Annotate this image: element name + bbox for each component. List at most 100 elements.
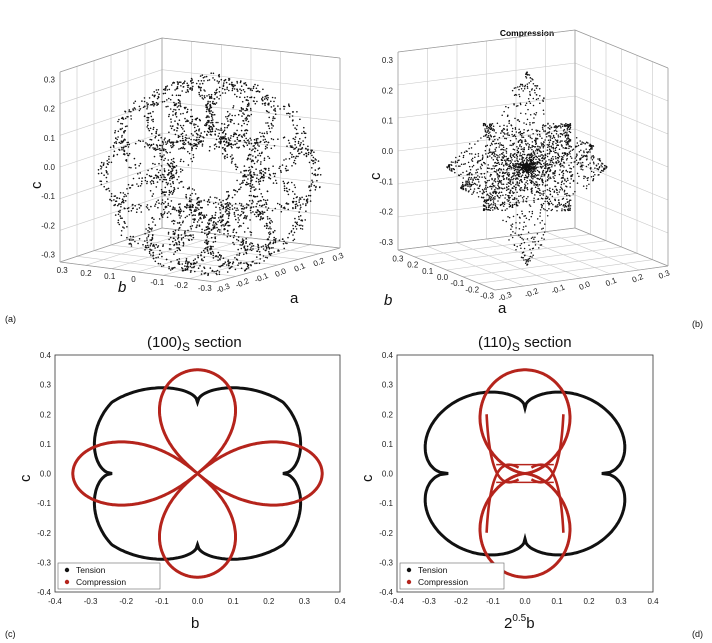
panel-a-point	[194, 262, 197, 265]
panel-b-point	[511, 194, 513, 197]
panel-b-point	[502, 176, 505, 178]
panel-a-point	[100, 166, 103, 168]
panel-a-point	[172, 81, 175, 84]
panel-a-point	[255, 215, 258, 218]
panel-a-ylabel: b	[118, 279, 126, 296]
panel-b-point	[531, 153, 533, 156]
panel-a-point	[148, 129, 151, 132]
panel-a-point	[245, 217, 247, 220]
panel-a-point	[179, 113, 182, 115]
panel-a-point	[166, 140, 169, 142]
panel-b-point	[517, 184, 519, 186]
panel-a-point	[203, 130, 206, 133]
panel-b-point	[582, 169, 584, 171]
panel-b-point	[565, 180, 568, 183]
panel-a-point	[252, 245, 255, 247]
panel-b-point	[523, 122, 525, 124]
panel-a-point	[232, 231, 234, 233]
panel-a-point	[236, 259, 239, 261]
panel-b-point	[549, 150, 551, 153]
panel-a-point	[267, 155, 269, 158]
panel-a-point	[127, 192, 129, 195]
panel-a-point	[173, 176, 175, 178]
panel-a-point	[284, 167, 287, 170]
panel-a-point	[217, 203, 220, 205]
panel-a-point	[262, 198, 265, 201]
panel-a-point	[246, 139, 249, 142]
panel-b-point	[518, 145, 521, 147]
panel-a-point	[297, 140, 300, 143]
panel-a-point	[272, 116, 275, 118]
panel-a-point	[280, 171, 282, 173]
panel-a-point	[173, 220, 176, 222]
panel-a-point	[311, 172, 314, 175]
panel-a-point	[294, 225, 297, 228]
panel-a-point	[182, 186, 185, 188]
panel-a-point	[152, 193, 155, 195]
panel-a-point	[232, 236, 235, 239]
panel-a-point	[255, 90, 258, 93]
panel-a-point	[179, 249, 181, 252]
panel-b-point	[573, 161, 576, 163]
panel-a-point	[248, 115, 251, 117]
panel-a-point	[275, 238, 277, 240]
panel-b-point	[496, 194, 499, 197]
panel-b-point	[569, 205, 572, 207]
panel-a-point	[231, 196, 234, 199]
panel-a-point	[267, 141, 270, 144]
panel-b-point	[519, 133, 522, 136]
panel-b-point	[590, 145, 593, 148]
panel-a-point	[165, 150, 167, 153]
panel-b-point	[524, 85, 526, 88]
panel-a-point	[304, 219, 307, 221]
panel-a-point	[216, 269, 219, 272]
panel-a-point	[139, 185, 142, 187]
panel-b-point	[484, 128, 486, 130]
panel-a-point	[226, 153, 228, 156]
panel-a-point	[239, 110, 241, 112]
panel-a-point	[161, 147, 164, 149]
panel-b-point	[485, 153, 487, 155]
panel-b-point	[524, 186, 526, 188]
panel-b-point	[542, 146, 545, 149]
panel-b-point	[560, 186, 562, 188]
panel-a-point	[263, 159, 266, 161]
panel-b-point	[494, 143, 496, 145]
panel-b-point	[507, 200, 509, 203]
panel-b-point	[532, 133, 534, 135]
panel-a-point	[196, 197, 199, 199]
panel-a-b-tick: 0.2	[80, 269, 92, 278]
panel-a-point	[203, 136, 205, 139]
panel-b-point	[538, 87, 541, 90]
panel-a-point	[255, 168, 257, 170]
panel-a-point	[246, 158, 249, 161]
panel-c-xlabel: b	[191, 615, 199, 632]
panel-a-point	[124, 222, 126, 225]
panel-a-point	[265, 140, 268, 143]
panel-a-point	[263, 174, 265, 177]
panel-b-point	[587, 177, 589, 179]
panel-b-point	[493, 206, 496, 209]
panel-a-point	[294, 186, 297, 189]
panel-b-point	[496, 174, 499, 176]
panel-a-point	[204, 90, 206, 92]
panel-a-point	[201, 258, 203, 260]
panel-b-point	[568, 200, 570, 203]
panel-b-point	[516, 245, 518, 248]
panel-a-point	[236, 95, 238, 98]
panel-a-point	[189, 208, 191, 211]
panel-b-point	[457, 174, 460, 176]
panel-b-point	[565, 143, 568, 146]
panel-a-point	[234, 202, 237, 205]
panel-a-point	[223, 129, 226, 131]
panel-b-point	[497, 176, 499, 178]
panel-a-point	[234, 194, 236, 196]
panel-a-point	[118, 223, 121, 226]
panel-a-point	[307, 151, 310, 154]
panel-a-point	[287, 139, 290, 142]
panel-b-point	[516, 191, 518, 194]
panel-b-point	[480, 173, 483, 175]
panel-a-point	[235, 168, 238, 171]
panel-b-point	[514, 232, 516, 234]
panel-b-gridline	[430, 240, 607, 264]
